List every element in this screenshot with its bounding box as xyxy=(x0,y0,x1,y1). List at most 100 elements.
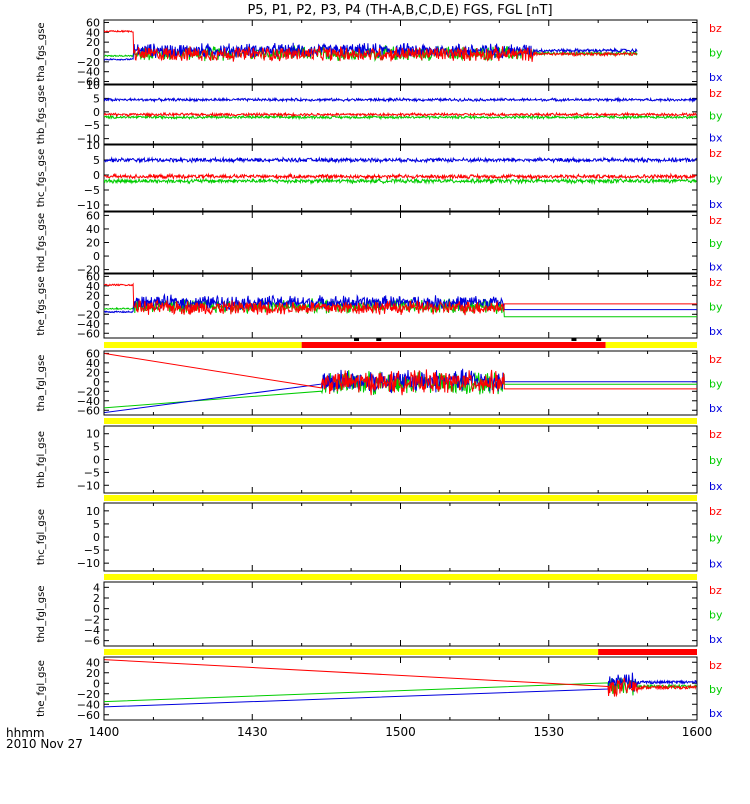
series-bx-line xyxy=(104,293,697,314)
flag-segment-red xyxy=(301,342,606,348)
y-tick-label: −20 xyxy=(77,56,100,69)
y-tick-label: 60 xyxy=(86,16,100,29)
y-tick-label: −20 xyxy=(77,308,100,321)
legend-bz: bz xyxy=(709,22,722,35)
y-axis-label: the_fgs_gse xyxy=(36,276,47,335)
flag-bar-4 xyxy=(104,574,697,580)
legend-bx: bx xyxy=(709,132,723,145)
y-tick-label: 40 xyxy=(86,280,100,293)
y-tick-label: 60 xyxy=(86,209,100,222)
y-axis-label: thd_fgs_gse xyxy=(36,213,47,272)
x-tick-label: 1500 xyxy=(385,725,416,739)
y-tick-label: −5 xyxy=(84,466,100,479)
y-tick-label: 60 xyxy=(86,270,100,283)
flag-bar-5 xyxy=(104,649,697,655)
y-axis-label: thb_fgs_gse xyxy=(36,85,47,144)
flag-tick xyxy=(376,338,382,341)
y-tick-label: −5 xyxy=(84,544,100,557)
x-axis: 1400 1430 1500 1530 1600 xyxy=(89,20,712,739)
y-tick-label: 4 xyxy=(93,581,100,594)
y-tick-label: 0 xyxy=(93,603,100,616)
legend-bx: bx xyxy=(709,198,723,211)
y-tick-label: 0 xyxy=(93,677,100,690)
y-tick-label: −20 xyxy=(77,385,100,398)
series-bz-line xyxy=(104,111,697,118)
y-tick-label: 40 xyxy=(86,656,100,669)
y-tick-label: 40 xyxy=(86,26,100,39)
x-axis-date-label: 2010 Nov 27 xyxy=(6,737,83,751)
series-bx-line xyxy=(104,672,697,708)
legend-bz: bz xyxy=(709,505,722,518)
series-by-line xyxy=(104,677,697,703)
legend-bx: bx xyxy=(709,402,723,415)
y-tick-label: 5 xyxy=(93,154,100,167)
y-axis-label: the_fgl_gse xyxy=(36,660,47,717)
legend-bz: bz xyxy=(709,147,722,160)
y-tick-label: −60 xyxy=(77,76,100,89)
y-tick-label: −60 xyxy=(77,709,100,722)
flag-segment-yellow xyxy=(104,649,599,655)
series-bx-line xyxy=(104,156,697,164)
y-axis-label: tha_fgs_gse xyxy=(36,22,47,81)
legend-by: by xyxy=(709,237,723,250)
y-tick-label: −5 xyxy=(84,119,100,132)
flag-segment-yellow xyxy=(104,418,697,424)
y-tick-label: −10 xyxy=(77,199,100,212)
y-tick-label: 0 xyxy=(93,46,100,59)
x-tick-label: 1430 xyxy=(237,725,268,739)
legend-bx: bx xyxy=(709,633,723,646)
legend-bz: bz xyxy=(709,276,722,289)
panel-frame xyxy=(103,581,698,647)
flag-segment-yellow xyxy=(104,495,697,501)
legend-by: by xyxy=(709,172,723,185)
y-tick-label: −40 xyxy=(77,395,100,408)
series-bz-line xyxy=(104,282,697,316)
panel-data xyxy=(104,352,697,414)
panel-data xyxy=(104,29,638,63)
panel-data xyxy=(104,659,697,708)
series-by-line xyxy=(104,177,697,186)
panel-data xyxy=(104,96,697,121)
y-axis-label: tha_fgl_gse xyxy=(36,355,47,412)
y-tick-label: 10 xyxy=(86,428,100,441)
panel-frame xyxy=(103,425,698,494)
flag-bar-3 xyxy=(104,495,697,501)
legend-by: by xyxy=(709,47,723,60)
legend-bx: bx xyxy=(709,71,723,84)
flag-segment-yellow xyxy=(104,574,697,580)
y-tick-label: −5 xyxy=(84,184,100,197)
y-tick-label: 20 xyxy=(86,667,100,680)
legend-bz: bz xyxy=(709,87,722,100)
panel-frame xyxy=(103,211,698,274)
flag-tick xyxy=(354,338,360,341)
legend-bz: bz xyxy=(709,353,722,366)
y-tick-label: 10 xyxy=(86,139,100,152)
y-tick-label: −10 xyxy=(77,133,100,146)
legend-bz: bz xyxy=(709,584,722,597)
legend-by: by xyxy=(709,609,723,622)
legend-by: by xyxy=(709,454,723,467)
series-bx-line xyxy=(104,42,638,61)
y-tick-label: 40 xyxy=(86,223,100,236)
legend-bz: bz xyxy=(709,428,722,441)
y-tick-label: −10 xyxy=(77,479,100,492)
y-tick-label: −40 xyxy=(77,318,100,331)
y-tick-label: 20 xyxy=(86,237,100,250)
legend-bx: bx xyxy=(709,260,723,273)
series-bz-line xyxy=(104,172,697,181)
legend-bx: bx xyxy=(709,480,723,493)
flag-tick xyxy=(571,338,577,341)
y-axis-label: thc_fgl_gse xyxy=(36,509,47,565)
flag-segment-yellow xyxy=(104,342,302,348)
legend-bx: bx xyxy=(709,558,723,571)
y-tick-label: 5 xyxy=(93,441,100,454)
x-tick-label: 1400 xyxy=(89,725,120,739)
y-tick-label: 5 xyxy=(93,92,100,105)
series-bx-line xyxy=(104,368,697,414)
